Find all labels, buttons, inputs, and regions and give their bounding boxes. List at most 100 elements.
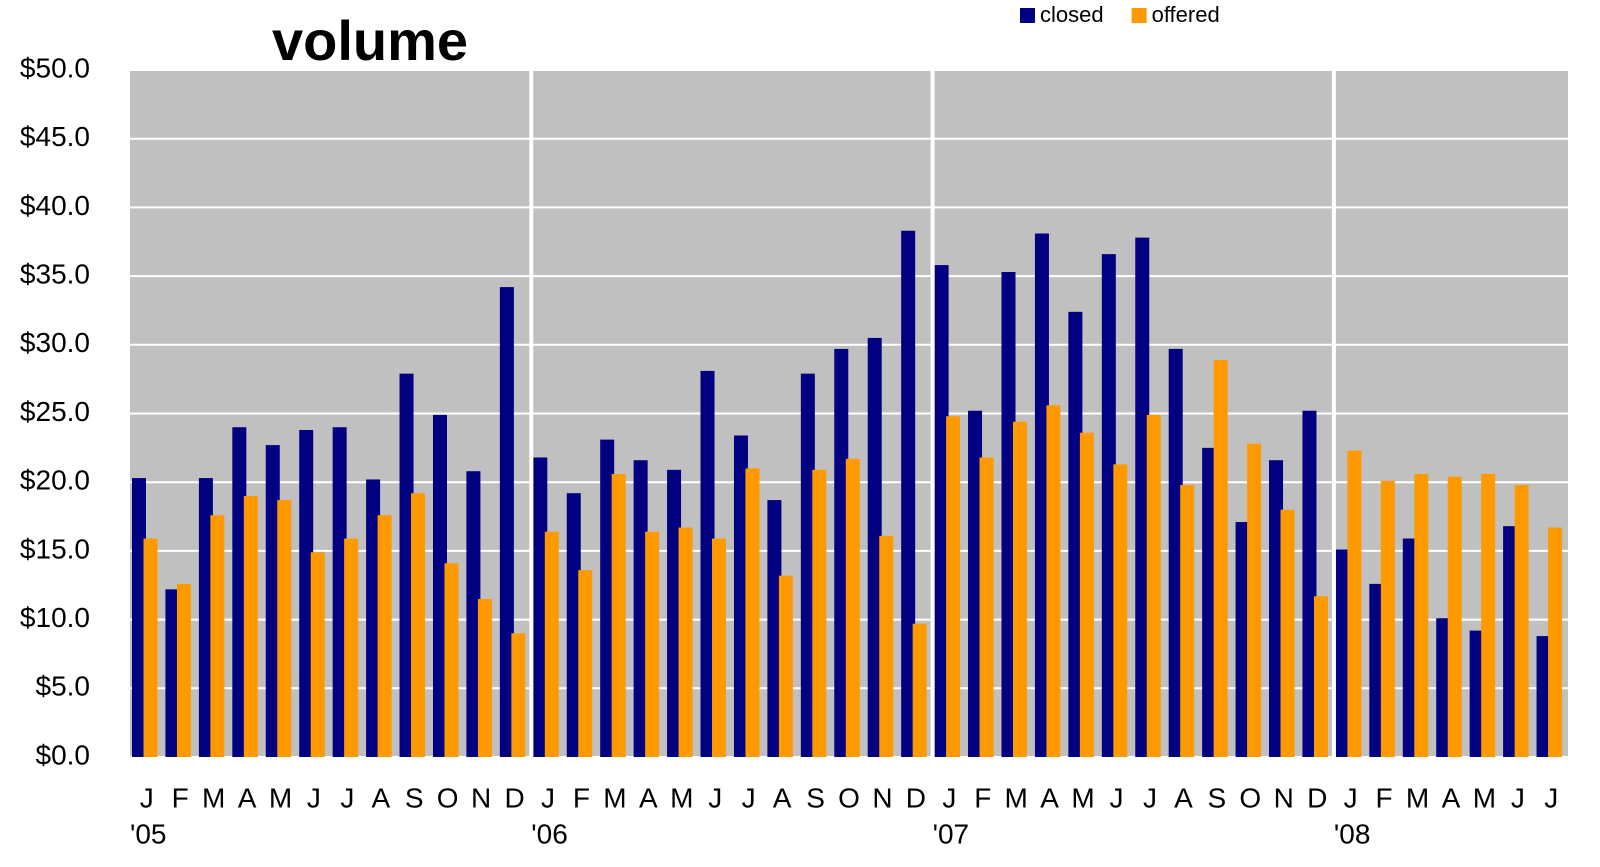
- bar: [1302, 410, 1317, 757]
- x-tick-label: F: [974, 782, 991, 813]
- bar: [700, 370, 715, 757]
- x-tick-label: N: [471, 782, 491, 813]
- y-tick-label: $5.0: [36, 671, 91, 702]
- bar: [600, 439, 615, 757]
- bar: [901, 230, 916, 757]
- bar: [1548, 527, 1563, 757]
- bar: [1046, 405, 1061, 757]
- bar: [1503, 526, 1518, 757]
- bar: [1247, 443, 1262, 757]
- bar: [198, 478, 213, 757]
- bar: [767, 500, 782, 757]
- bar: [1034, 233, 1049, 758]
- bar: [1369, 583, 1384, 757]
- x-tick-label: N: [1274, 782, 1294, 813]
- bar: [800, 373, 815, 757]
- bar: [1313, 596, 1328, 757]
- bar: [1113, 464, 1128, 757]
- x-tick-label: M: [1005, 782, 1028, 813]
- bar: [934, 265, 949, 757]
- x-tick-label: A: [773, 782, 792, 813]
- bar: [812, 469, 827, 757]
- bar: [946, 416, 961, 757]
- y-tick-label: $30.0: [20, 327, 90, 358]
- bar: [232, 427, 247, 757]
- bar: [277, 500, 292, 757]
- chart-title: volume: [272, 9, 468, 72]
- x-tick-label: J: [340, 782, 354, 813]
- x-tick-label: J: [1511, 782, 1525, 813]
- bar: [1168, 348, 1183, 757]
- bar: [165, 589, 180, 757]
- bar: [1347, 450, 1362, 757]
- x-tick-label: D: [906, 782, 926, 813]
- bar: [265, 445, 280, 757]
- x-tick-label: A: [238, 782, 257, 813]
- x-tick-label: M: [1406, 782, 1429, 813]
- bar: [633, 460, 648, 757]
- y-tick-label: $10.0: [20, 602, 90, 633]
- x-tick-label: A: [1174, 782, 1193, 813]
- bar: [533, 457, 548, 757]
- bar: [411, 493, 426, 757]
- bar: [611, 473, 626, 757]
- bar: [566, 493, 581, 757]
- x-tick-label: M: [202, 782, 225, 813]
- x-tick-label: M: [1473, 782, 1496, 813]
- y-tick-label: $15.0: [20, 533, 90, 564]
- bar: [912, 623, 927, 757]
- bar: [1180, 484, 1195, 757]
- bar: [1280, 509, 1295, 757]
- bar: [1447, 476, 1462, 757]
- y-tick-label: $40.0: [20, 190, 90, 221]
- bar: [968, 410, 983, 757]
- x-tick-label: J: [742, 782, 756, 813]
- bar: [979, 457, 994, 757]
- bar: [399, 373, 414, 757]
- x-tick-label: S: [405, 782, 424, 813]
- bar: [444, 563, 459, 757]
- bar: [366, 479, 381, 757]
- bar: [834, 348, 849, 757]
- bar: [511, 633, 526, 757]
- x-tick-label: J: [140, 782, 154, 813]
- bar: [1202, 447, 1217, 757]
- bar: [1213, 359, 1228, 757]
- x-tick-label: D: [1307, 782, 1327, 813]
- x-tick-label: O: [838, 782, 860, 813]
- bar: [879, 535, 894, 757]
- x-tick-label: F: [172, 782, 189, 813]
- x-tick-label: S: [1208, 782, 1227, 813]
- y-tick-label: $50.0: [20, 52, 90, 83]
- bar: [243, 495, 258, 757]
- bar: [1146, 414, 1161, 757]
- bar: [432, 414, 447, 757]
- x-tick-label: A: [371, 782, 390, 813]
- bar: [1514, 484, 1529, 757]
- bar: [332, 427, 347, 757]
- bar: [1436, 618, 1451, 757]
- x-tick-label: M: [603, 782, 626, 813]
- bar: [1402, 538, 1417, 757]
- x-tick-label: D: [504, 782, 524, 813]
- y-tick-label: $0.0: [36, 739, 91, 770]
- x-tick-label: O: [437, 782, 459, 813]
- y-tick-label: $25.0: [20, 396, 90, 427]
- bar: [466, 471, 481, 757]
- bar: [678, 527, 693, 757]
- bar: [377, 515, 392, 757]
- x-tick-label: J: [708, 782, 722, 813]
- bar: [143, 538, 158, 757]
- bar: [1135, 237, 1150, 758]
- bar: [1079, 432, 1094, 757]
- bar: [499, 287, 514, 757]
- bar: [845, 458, 860, 757]
- x-tick-label: A: [639, 782, 658, 813]
- x-tick-label: J: [1143, 782, 1157, 813]
- x-tick-label: S: [806, 782, 825, 813]
- y-tick-label: $45.0: [20, 121, 90, 152]
- bar: [477, 598, 492, 757]
- bar: [867, 337, 882, 757]
- year-label: '05: [130, 818, 167, 849]
